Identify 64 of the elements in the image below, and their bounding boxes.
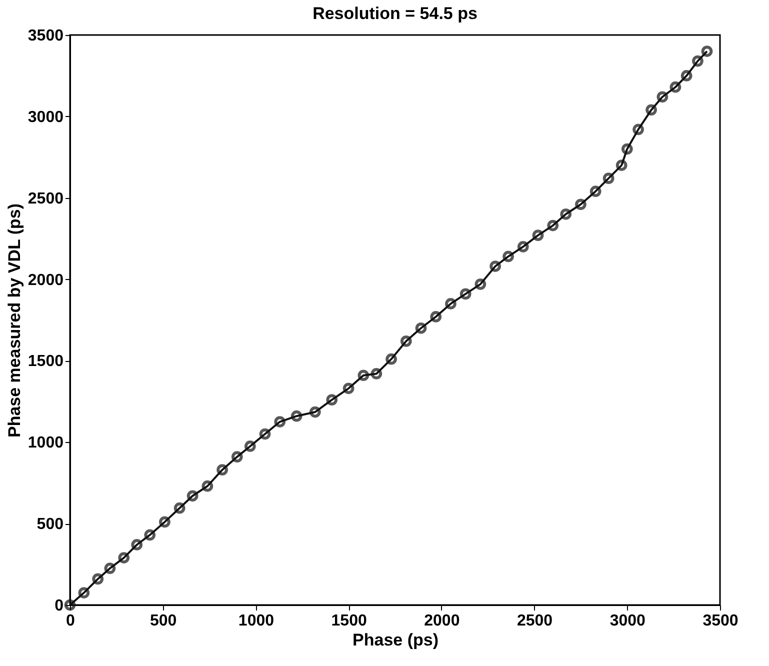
point bbox=[216, 464, 228, 476]
point bbox=[430, 311, 442, 322]
point bbox=[309, 406, 321, 418]
point bbox=[415, 322, 427, 334]
point bbox=[621, 143, 633, 155]
point bbox=[342, 382, 354, 394]
point bbox=[174, 502, 186, 514]
point bbox=[590, 186, 602, 198]
x-tick-label: 500 bbox=[150, 612, 177, 630]
point bbox=[370, 368, 382, 380]
point bbox=[131, 539, 143, 550]
chart-title: Resolution = 54.5 ps bbox=[312, 4, 478, 23]
x-tick-label: 3500 bbox=[702, 612, 738, 630]
point bbox=[692, 55, 704, 67]
point bbox=[680, 70, 692, 82]
point bbox=[326, 394, 338, 406]
point bbox=[78, 587, 90, 598]
y-axis-title: Phase measured by VDL (ps) bbox=[4, 204, 24, 438]
point bbox=[290, 410, 302, 422]
x-tick-label: 2500 bbox=[516, 612, 553, 630]
point bbox=[400, 335, 412, 347]
point bbox=[532, 230, 544, 241]
point bbox=[231, 451, 243, 462]
point bbox=[118, 552, 130, 564]
point bbox=[159, 516, 170, 528]
y-tick-label: 2500 bbox=[28, 190, 64, 208]
point bbox=[445, 298, 456, 310]
x-tick-label: 3000 bbox=[610, 612, 646, 630]
point bbox=[358, 370, 370, 382]
point bbox=[517, 241, 529, 252]
point bbox=[502, 250, 514, 262]
point bbox=[656, 91, 668, 103]
point bbox=[646, 104, 657, 116]
point bbox=[547, 220, 559, 232]
point bbox=[474, 278, 486, 290]
point bbox=[104, 562, 116, 574]
point bbox=[259, 428, 271, 440]
y-tick-label: 2000 bbox=[28, 272, 64, 289]
point bbox=[616, 160, 628, 171]
x-axis-title: Phase (ps) bbox=[352, 630, 438, 650]
y-tick-label: 500 bbox=[36, 516, 64, 534]
point bbox=[602, 172, 614, 184]
point bbox=[244, 440, 256, 452]
x-tick-label: 2000 bbox=[424, 612, 460, 630]
point bbox=[186, 490, 198, 502]
point bbox=[670, 81, 682, 93]
y-tick-label: 3000 bbox=[28, 108, 64, 126]
y-tick-label: 0 bbox=[54, 598, 64, 614]
x-tick-label: 1500 bbox=[331, 612, 367, 630]
point bbox=[92, 573, 104, 585]
y-tick-label: 1000 bbox=[28, 434, 64, 452]
y-tick-label: 3500 bbox=[28, 28, 64, 44]
point bbox=[560, 208, 572, 220]
point bbox=[632, 124, 644, 136]
y-tick-label: 1500 bbox=[28, 353, 64, 370]
x-tick-label: 0 bbox=[66, 612, 76, 630]
x-tick-label: 1000 bbox=[238, 612, 274, 630]
point bbox=[386, 353, 397, 365]
point bbox=[575, 198, 586, 210]
point bbox=[144, 529, 156, 541]
point bbox=[460, 288, 472, 300]
point bbox=[202, 480, 214, 492]
point bbox=[274, 416, 286, 428]
point bbox=[490, 260, 501, 272]
